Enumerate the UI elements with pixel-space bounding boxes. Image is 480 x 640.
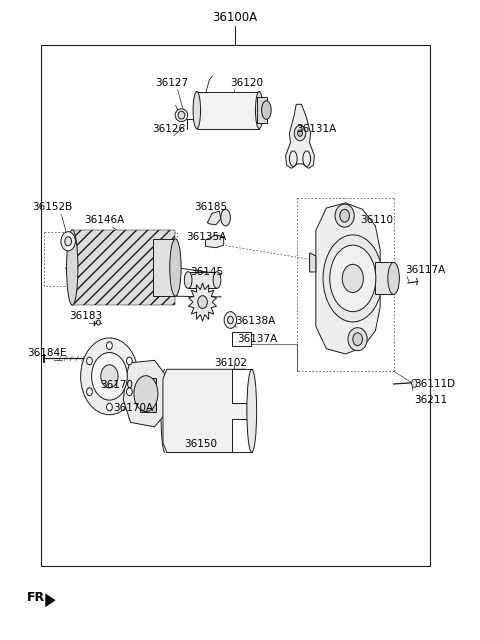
Ellipse shape (255, 92, 263, 129)
Ellipse shape (262, 101, 271, 120)
Bar (232, 369, 252, 403)
Polygon shape (286, 104, 314, 168)
Ellipse shape (213, 272, 221, 289)
Text: 36170A: 36170A (113, 403, 154, 413)
Text: 36146A: 36146A (84, 215, 125, 225)
Ellipse shape (335, 204, 354, 227)
Ellipse shape (198, 296, 207, 308)
Bar (232, 332, 251, 346)
Text: 36137A: 36137A (238, 334, 278, 344)
Bar (257, 97, 267, 123)
Text: 36211: 36211 (414, 395, 447, 405)
Ellipse shape (81, 338, 138, 415)
Text: 36150: 36150 (184, 439, 217, 449)
Polygon shape (316, 203, 380, 354)
Bar (153, 239, 176, 296)
Bar (188, 272, 217, 288)
Text: 36183: 36183 (69, 311, 102, 321)
Polygon shape (207, 211, 221, 225)
Text: 36138A: 36138A (235, 316, 276, 326)
Ellipse shape (348, 328, 367, 351)
Bar (375, 262, 394, 294)
Polygon shape (46, 594, 55, 607)
Ellipse shape (342, 264, 363, 292)
Ellipse shape (134, 376, 158, 412)
Text: 36184E: 36184E (27, 348, 67, 358)
Ellipse shape (388, 262, 399, 294)
Ellipse shape (294, 125, 306, 141)
Text: 36110: 36110 (360, 215, 393, 225)
Text: 36152B: 36152B (32, 202, 72, 212)
Text: 36120: 36120 (230, 78, 264, 88)
Ellipse shape (178, 111, 185, 119)
Text: 36185: 36185 (194, 202, 228, 212)
Ellipse shape (107, 403, 112, 411)
Text: 36126: 36126 (152, 124, 186, 134)
Ellipse shape (86, 357, 92, 365)
Polygon shape (205, 235, 224, 248)
Text: 36127: 36127 (155, 78, 189, 88)
Polygon shape (310, 253, 316, 272)
Ellipse shape (127, 388, 132, 396)
Text: 36131A: 36131A (297, 124, 337, 134)
Ellipse shape (175, 109, 188, 122)
Bar (197, 92, 259, 129)
Text: 36100A: 36100A (213, 11, 258, 24)
Ellipse shape (127, 357, 132, 365)
Ellipse shape (96, 320, 100, 325)
Ellipse shape (193, 92, 201, 129)
Ellipse shape (61, 232, 75, 251)
Bar (140, 399, 156, 412)
Ellipse shape (107, 342, 112, 349)
Text: 36102: 36102 (214, 358, 247, 368)
Ellipse shape (323, 235, 383, 322)
Ellipse shape (298, 130, 302, 136)
Ellipse shape (224, 312, 237, 328)
Text: 36117A: 36117A (406, 265, 446, 275)
Polygon shape (163, 369, 252, 452)
Ellipse shape (221, 209, 230, 226)
Text: 36135A: 36135A (186, 232, 227, 242)
Bar (140, 378, 156, 390)
Ellipse shape (228, 316, 233, 324)
Polygon shape (411, 380, 417, 387)
Ellipse shape (340, 209, 349, 222)
Ellipse shape (170, 239, 181, 296)
Bar (232, 419, 252, 452)
Polygon shape (189, 283, 216, 321)
Ellipse shape (353, 333, 362, 346)
Bar (41, 45, 430, 566)
Ellipse shape (92, 353, 127, 400)
Text: 36145: 36145 (190, 267, 223, 277)
Polygon shape (123, 360, 165, 427)
Ellipse shape (65, 237, 72, 246)
Text: FR.: FR. (26, 591, 49, 604)
Ellipse shape (247, 369, 257, 452)
Ellipse shape (184, 272, 192, 289)
Text: 36170: 36170 (100, 380, 132, 390)
Ellipse shape (330, 245, 376, 312)
Ellipse shape (67, 230, 78, 305)
Ellipse shape (86, 388, 92, 396)
Ellipse shape (101, 365, 118, 388)
Text: 36111D: 36111D (414, 379, 455, 389)
Bar (72, 230, 176, 305)
